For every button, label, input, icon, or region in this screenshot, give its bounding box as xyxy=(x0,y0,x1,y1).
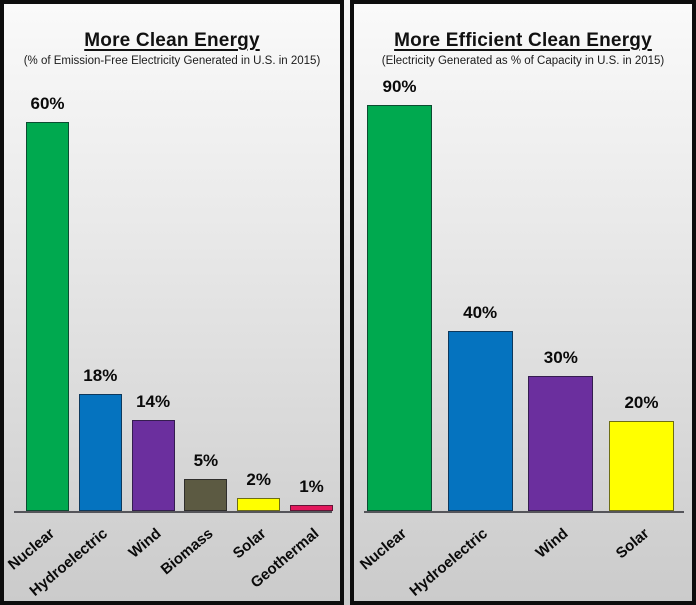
bar-solar xyxy=(608,421,674,511)
bar-value-label: 40% xyxy=(463,303,498,322)
bar-value-label: 18% xyxy=(83,366,118,385)
bar-geothermal xyxy=(289,505,333,511)
bar-wind xyxy=(131,420,175,511)
axis-category-label: Solar xyxy=(612,525,653,563)
bar-hydroelectric xyxy=(78,394,122,511)
axis-category-label: Wind xyxy=(532,525,572,562)
bar-slot: 2% Solar xyxy=(230,122,281,562)
bar-value-label: 90% xyxy=(382,77,417,96)
axis-category-label: Solar xyxy=(229,525,270,563)
bar-value-label: 14% xyxy=(136,392,171,411)
bar-slot: 20% Solar xyxy=(608,105,674,562)
bar-hydroelectric xyxy=(447,331,513,511)
chart-title: More Efficient Clean Energy xyxy=(394,30,652,51)
bar-slot: 18% Hydroelectric xyxy=(27,122,122,600)
chart-subtitle: (% of Emission-Free Electricity Generate… xyxy=(23,55,321,67)
axis-category-label: Wind xyxy=(125,525,165,562)
bar-slot: 60% Nuclear xyxy=(5,94,69,573)
bar-nuclear xyxy=(26,122,69,511)
bar-value-label: 5% xyxy=(193,451,219,470)
bar-value-label: 30% xyxy=(543,348,578,367)
plot-area: 90% Nuclear 40% Hydroelectric 30% Wind 20% Sola… xyxy=(357,77,674,600)
bar-value-label: 2% xyxy=(246,470,271,489)
bar-value-label: 60% xyxy=(30,94,65,113)
bar-slot: 40% Hydroelectric xyxy=(407,105,513,600)
chart-panel-left: More Clean Energy (% of Emission-Free El… xyxy=(0,0,344,605)
chart-header: More Efficient Clean Energy (Electricity… xyxy=(354,4,692,67)
chart-panel-right: More Efficient Clean Energy (Electricity… xyxy=(350,0,696,605)
bar-biomass xyxy=(184,479,228,511)
bar-nuclear xyxy=(367,105,432,511)
bar-value-label: 1% xyxy=(299,477,324,496)
axis-category-label: Biomass xyxy=(157,525,217,579)
bar-slot: 90% Nuclear xyxy=(357,77,432,573)
chart-header: More Clean Energy (% of Emission-Free El… xyxy=(4,4,340,67)
axis-category-label: Hydroelectric xyxy=(406,525,492,600)
axis-category-label: Nuclear xyxy=(357,525,411,574)
chart-subtitle: (Electricity Generated as % of Capacity … xyxy=(381,55,665,67)
bar-wind xyxy=(528,376,594,511)
chart-title: More Clean Energy xyxy=(84,30,260,51)
bar-slot: 1% Geothermal xyxy=(248,122,333,592)
bar-value-label: 20% xyxy=(624,393,659,412)
x-axis-line xyxy=(364,511,684,513)
bar-slot: 5% Biomass xyxy=(158,122,228,578)
bar-slot: 14% Wind xyxy=(125,122,175,562)
bar-solar xyxy=(237,498,281,511)
plot-area: 60% Nuclear 18% Hydroelectric 14% Wind 5% Bioma… xyxy=(5,94,333,600)
x-axis-line xyxy=(14,511,332,513)
bar-slot: 30% Wind xyxy=(528,105,594,562)
